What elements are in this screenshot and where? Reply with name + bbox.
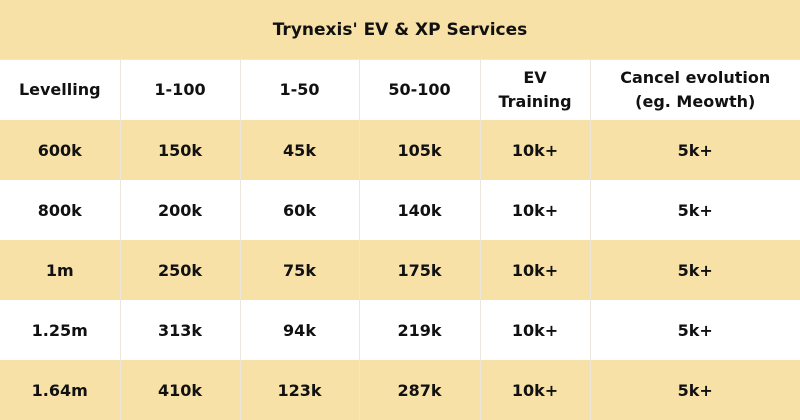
cell-50-100: 105k — [358, 120, 480, 180]
header-1-100: 1-100 — [119, 60, 240, 120]
cell-50-100: 175k — [358, 240, 480, 300]
header-row: Levelling 1-100 1-50 50-100 EV Training … — [0, 60, 800, 120]
cell-cancel-evolution: 5k+ — [589, 360, 800, 420]
price-table: Levelling 1-100 1-50 50-100 EV Training … — [0, 60, 800, 420]
table-row: 1.64m 410k 123k 287k 10k+ 5k+ — [0, 360, 800, 420]
header-1-50: 1-50 — [239, 60, 359, 120]
table-row: 600k 150k 45k 105k 10k+ 5k+ — [0, 120, 800, 180]
sheet-title: Trynexis' EV & XP Services — [0, 0, 800, 60]
cell-50-100: 287k — [358, 360, 480, 420]
cell-1-100: 250k — [119, 240, 240, 300]
cell-1-50: 60k — [239, 180, 359, 240]
cell-ev-training: 10k+ — [479, 300, 590, 360]
cell-cancel-evolution: 5k+ — [589, 180, 800, 240]
cell-levelling: 600k — [37, 140, 82, 160]
table-row: 1m 250k 75k 175k 10k+ 5k+ — [0, 240, 800, 300]
cell-ev-training: 10k+ — [479, 120, 590, 180]
table-row: 1.25m 313k 94k 219k 10k+ 5k+ — [0, 300, 800, 360]
cell-1-100: 313k — [119, 300, 240, 360]
header-levelling: Levelling — [18, 80, 101, 99]
cell-levelling: 1.25m — [31, 320, 88, 340]
cell-1-100: 200k — [119, 180, 240, 240]
cell-1-50: 75k — [239, 240, 359, 300]
cell-1-50: 45k — [239, 120, 359, 180]
cell-cancel-evolution: 5k+ — [589, 120, 800, 180]
table-row: 800k 200k 60k 140k 10k+ 5k+ — [0, 180, 800, 240]
header-cancel-evolution: Cancel evolution (eg. Meowth) — [589, 60, 800, 120]
cell-levelling: 1.64m — [31, 380, 88, 400]
cell-50-100: 140k — [358, 180, 480, 240]
header-50-100: 50-100 — [358, 60, 480, 120]
cell-1-100: 150k — [119, 120, 240, 180]
cell-50-100: 219k — [358, 300, 480, 360]
cell-levelling: 800k — [37, 200, 82, 220]
cell-ev-training: 10k+ — [479, 180, 590, 240]
cell-levelling: 1m — [45, 260, 74, 280]
cell-1-100: 410k — [119, 360, 240, 420]
cell-ev-training: 10k+ — [479, 240, 590, 300]
cell-cancel-evolution: 5k+ — [589, 240, 800, 300]
cell-ev-training: 10k+ — [479, 360, 590, 420]
cell-cancel-evolution: 5k+ — [589, 300, 800, 360]
cell-1-50: 94k — [239, 300, 359, 360]
header-ev-training: EV Training — [479, 60, 590, 120]
cell-1-50: 123k — [239, 360, 359, 420]
